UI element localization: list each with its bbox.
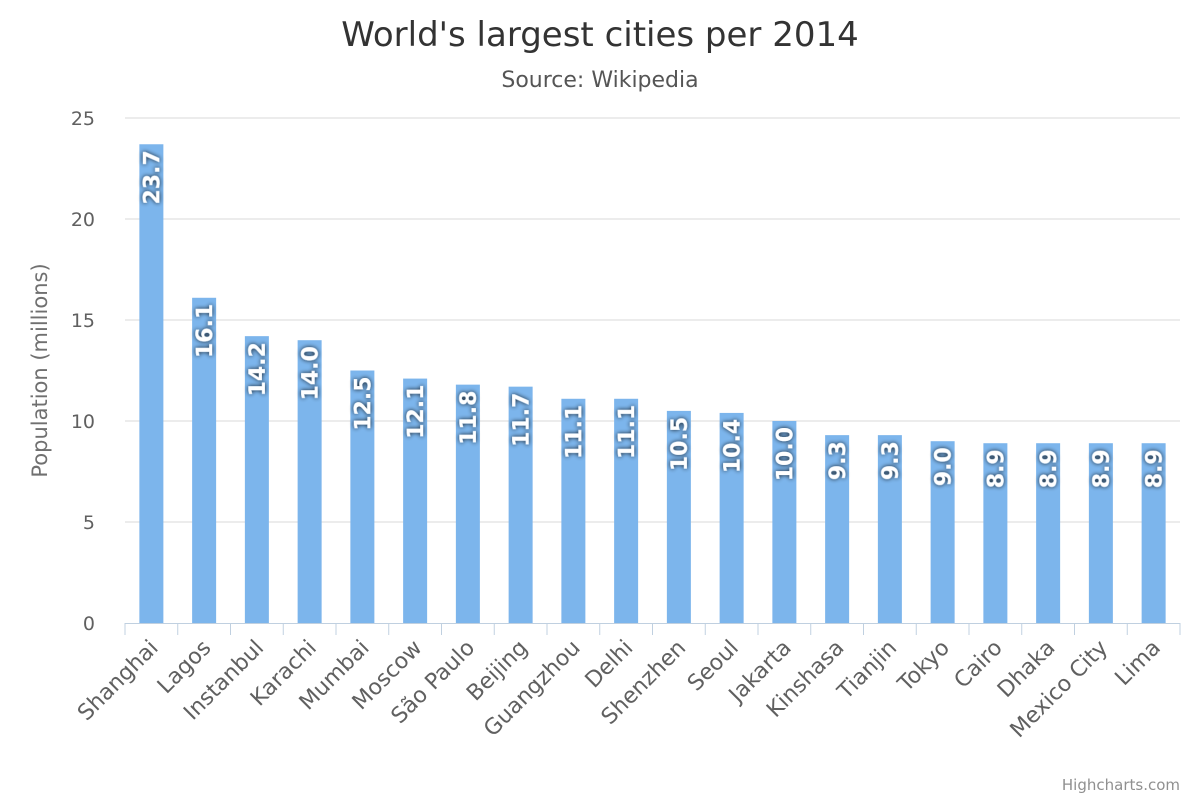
data-label: 8.9 xyxy=(1143,449,1168,488)
x-tick-label: Shanghai xyxy=(73,636,163,726)
y-tick-label: 10 xyxy=(71,411,95,433)
y-axis-label: Population (millions) xyxy=(28,263,52,477)
data-label: 8.9 xyxy=(1037,449,1062,488)
bar[interactable] xyxy=(1141,443,1166,623)
data-labels: 23.7 16.1 14.2 14.0 12.5 12.1 11.8 11.7 11.1 11.1… xyxy=(140,150,1167,488)
bar[interactable] xyxy=(403,378,428,623)
bar[interactable] xyxy=(297,340,322,623)
bar[interactable] xyxy=(983,443,1008,623)
bar[interactable] xyxy=(139,144,164,623)
bar[interactable] xyxy=(350,370,375,624)
data-label: 9.3 xyxy=(826,441,851,480)
bar[interactable] xyxy=(1036,443,1061,623)
data-label: 11.8 xyxy=(457,391,482,445)
bar[interactable] xyxy=(877,435,902,623)
data-label: 10.0 xyxy=(773,427,798,481)
bar[interactable] xyxy=(455,384,480,623)
y-tick-label: 0 xyxy=(83,613,95,635)
bar[interactable] xyxy=(244,336,269,623)
bar[interactable] xyxy=(825,435,850,623)
data-label: 12.1 xyxy=(404,385,429,439)
x-tick-label: Tianjin xyxy=(832,636,902,706)
data-label: 14.2 xyxy=(246,342,271,396)
data-label: 8.9 xyxy=(1090,449,1115,488)
x-axis-ticks: ShanghaiLagosInstanbulKarachiMumbaiMosco… xyxy=(73,636,1166,743)
x-tick-label: Tokyo xyxy=(893,636,955,698)
bar[interactable] xyxy=(192,297,217,623)
credits-link[interactable]: Highcharts.com xyxy=(1062,776,1180,794)
data-label: 9.3 xyxy=(879,441,904,480)
bar[interactable] xyxy=(930,441,955,623)
y-tick-label: 25 xyxy=(71,108,95,130)
data-label: 10.4 xyxy=(721,419,746,473)
bar[interactable] xyxy=(719,412,744,623)
bar[interactable] xyxy=(614,398,639,623)
x-axis xyxy=(124,623,1181,635)
y-tick-label: 5 xyxy=(83,512,95,534)
y-tick-label: 15 xyxy=(71,310,95,332)
x-tick-label: Lima xyxy=(1111,636,1166,691)
y-axis-ticks: 0 5 10 15 20 25 xyxy=(71,108,95,635)
bar[interactable] xyxy=(561,398,586,623)
y-tick-label: 20 xyxy=(71,209,95,231)
data-label: 11.1 xyxy=(562,405,587,459)
data-label: 23.7 xyxy=(140,150,165,204)
data-label: 10.5 xyxy=(668,417,693,471)
data-label: 14.0 xyxy=(299,346,324,400)
chart-title: World's largest cities per 2014 xyxy=(341,15,859,55)
chart-subtitle: Source: Wikipedia xyxy=(501,68,698,93)
bar[interactable] xyxy=(1088,443,1113,623)
bar[interactable] xyxy=(508,386,533,623)
data-label: 11.1 xyxy=(615,405,640,459)
data-label: 16.1 xyxy=(193,304,218,358)
gridlines xyxy=(125,117,1180,523)
data-label: 8.9 xyxy=(984,449,1009,488)
bars xyxy=(139,144,1166,624)
bar[interactable] xyxy=(772,421,797,623)
bar[interactable] xyxy=(666,410,691,623)
data-label: 11.7 xyxy=(510,393,535,447)
data-label: 9.0 xyxy=(932,447,957,486)
data-label: 12.5 xyxy=(351,377,376,431)
